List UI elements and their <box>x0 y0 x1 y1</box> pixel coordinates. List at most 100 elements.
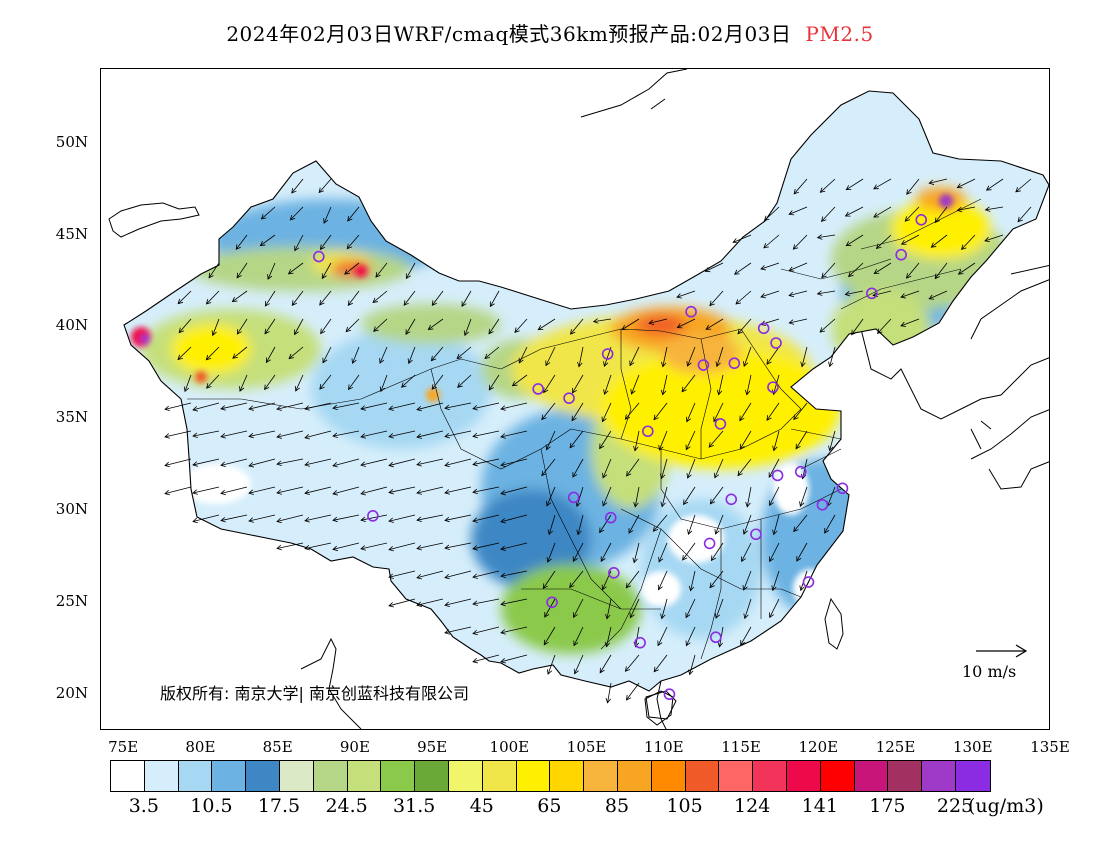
wind-arrow <box>743 514 752 535</box>
wind-arrow <box>739 430 752 450</box>
wind-arrow <box>877 318 892 334</box>
wind-arrow <box>192 486 220 494</box>
wind-arrow <box>416 486 444 494</box>
wind-arrow <box>208 262 220 279</box>
wind-arrow <box>206 290 220 305</box>
wind-arrow <box>484 346 500 359</box>
wind-arrow-head <box>444 461 450 468</box>
wind-arrow <box>876 234 892 249</box>
wind-arrow <box>662 374 668 395</box>
wind-arrow <box>793 402 808 420</box>
wind-arrow-head <box>599 527 605 534</box>
station-marker <box>703 537 716 550</box>
wind-arrow <box>934 262 948 279</box>
wind-arrow-head <box>206 383 212 389</box>
wind-arrow-head <box>264 384 270 391</box>
wind-arrow <box>709 570 724 588</box>
wind-arrow <box>766 402 780 421</box>
wind-arrow-head <box>816 234 823 240</box>
wind-arrow-head <box>630 388 636 395</box>
wind-arrow <box>428 318 444 330</box>
wind-arrow-head <box>660 613 666 620</box>
wind-arrow-head <box>319 384 325 390</box>
wind-arrow-head <box>472 658 478 664</box>
province-borders <box>187 198 982 660</box>
wind-arrow-head <box>304 434 310 440</box>
wind-arrow-head <box>403 300 409 306</box>
wind-arrow-head <box>819 327 826 333</box>
wind-arrow-head <box>177 298 184 305</box>
wind-arrow-head <box>599 443 605 450</box>
wind-arrow-head <box>763 215 770 222</box>
wind-arrow-head <box>625 582 631 589</box>
wind-arrow-head <box>957 269 964 275</box>
wind-arrow-head <box>648 319 655 326</box>
wind-arrow-head <box>164 461 170 468</box>
wind-arrow-head <box>769 500 774 507</box>
wind-arrow <box>360 514 388 521</box>
wind-arrow <box>444 542 472 549</box>
wind-scale-label: 10 m/s <box>962 662 1017 681</box>
wind-arrow-head <box>347 300 353 306</box>
wind-arrow-head <box>572 556 578 562</box>
wind-arrow-head <box>602 472 608 479</box>
wind-arrow-head <box>685 640 691 647</box>
wind-arrow <box>248 486 276 494</box>
wind-arrow <box>705 262 724 272</box>
wind-arrow <box>602 486 612 507</box>
wind-arrow-head <box>427 324 434 331</box>
wind-arrow-head <box>484 353 491 360</box>
wind-arrow-head <box>1017 216 1023 223</box>
wind-vectors <box>164 178 1032 704</box>
wind-arrow-head <box>304 517 310 523</box>
wind-arrow <box>416 514 444 521</box>
wind-arrow <box>820 178 836 193</box>
wind-arrow-head <box>236 272 242 279</box>
map-frame[interactable] <box>100 68 1050 730</box>
wind-arrow-head <box>291 187 297 194</box>
wind-arrow <box>288 262 304 275</box>
wind-arrow-head <box>824 527 830 534</box>
wind-arrow <box>716 346 724 367</box>
wind-arrow-head <box>472 517 478 523</box>
wind-scale-arrow <box>976 644 1028 658</box>
wind-arrow <box>500 570 528 577</box>
wind-arrow-head <box>407 358 413 365</box>
wind-arrow <box>599 654 612 673</box>
wind-arrow <box>846 178 864 191</box>
wind-arrow <box>500 430 528 438</box>
wind-arrow-head <box>845 185 852 191</box>
wind-arrow-head <box>928 294 935 300</box>
wind-arrow-head <box>819 187 826 193</box>
wind-arrow-head <box>267 274 273 280</box>
wind-arrow-head <box>799 585 805 592</box>
colorbar-swatch <box>550 761 585 791</box>
wind-arrow <box>607 682 612 703</box>
colorbar-label: 175 <box>869 795 906 817</box>
wind-arrow <box>347 206 360 222</box>
wind-arrow <box>332 542 360 550</box>
wind-arrow-head <box>900 239 907 245</box>
lon-tick-label: 90E <box>339 738 370 756</box>
wind-arrow <box>958 262 976 275</box>
wind-arrow-head <box>276 544 282 551</box>
wind-arrow <box>760 262 780 270</box>
wind-arrow-head <box>709 498 716 505</box>
wind-arrow-head <box>472 629 478 636</box>
wind-arrow <box>266 346 276 363</box>
wind-arrow <box>177 290 192 304</box>
wind-arrow <box>500 514 528 523</box>
wind-arrow <box>304 430 332 439</box>
wind-arrow-head <box>904 216 911 222</box>
wind-arrow-head <box>906 273 912 279</box>
wind-arrow-head <box>388 488 394 495</box>
wind-arrow-head <box>360 490 366 496</box>
wind-arrow-head <box>431 300 437 306</box>
wind-arrow <box>985 206 1004 211</box>
wind-arrow <box>737 458 752 476</box>
wind-arrow <box>294 234 304 251</box>
wind-arrow <box>322 346 332 363</box>
wind-arrow-head <box>573 640 579 647</box>
wind-arrow-head <box>431 384 437 390</box>
wind-arrow-head <box>795 443 801 450</box>
